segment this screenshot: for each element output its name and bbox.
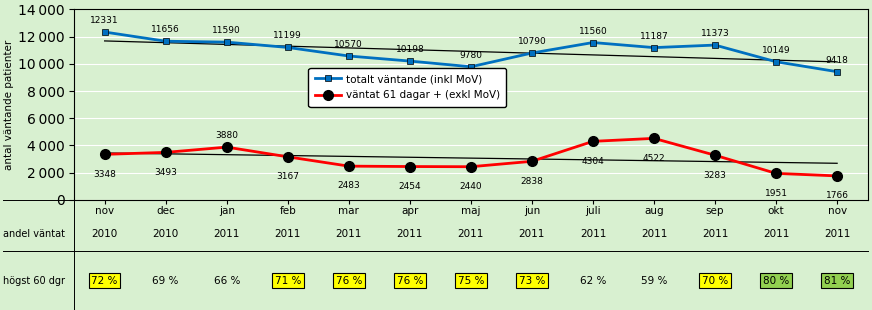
Text: 10149: 10149 xyxy=(762,46,790,55)
totalt väntande (inkl MoV) xyxy=(771,60,781,64)
totalt väntande (inkl MoV) xyxy=(527,51,537,55)
Text: 10198: 10198 xyxy=(396,45,424,54)
Text: 72 %: 72 % xyxy=(92,276,118,286)
Text: nov: nov xyxy=(828,206,847,216)
Text: 2483: 2483 xyxy=(337,181,360,190)
Text: 2838: 2838 xyxy=(521,177,543,186)
väntat 61 dagar + (exkl MoV) xyxy=(771,171,781,175)
Text: 2011: 2011 xyxy=(397,229,423,239)
Text: 2011: 2011 xyxy=(275,229,301,239)
Text: 11373: 11373 xyxy=(701,29,729,38)
Text: apr: apr xyxy=(401,206,419,216)
Text: högst 60 dgr: högst 60 dgr xyxy=(3,276,65,286)
Text: sep: sep xyxy=(705,206,725,216)
Text: 70 %: 70 % xyxy=(702,276,728,286)
Text: andel väntat: andel väntat xyxy=(3,229,65,239)
väntat 61 dagar + (exkl MoV) xyxy=(527,159,537,163)
Text: 2011: 2011 xyxy=(702,229,728,239)
Text: 2011: 2011 xyxy=(519,229,545,239)
Text: 11590: 11590 xyxy=(213,26,241,35)
Text: 75 %: 75 % xyxy=(458,276,484,286)
Text: 9780: 9780 xyxy=(460,51,482,60)
Text: 11187: 11187 xyxy=(640,32,668,41)
Text: okt: okt xyxy=(767,206,785,216)
väntat 61 dagar + (exkl MoV) xyxy=(588,140,598,143)
väntat 61 dagar + (exkl MoV) xyxy=(344,164,354,168)
totalt väntande (inkl MoV) xyxy=(405,59,415,63)
Text: 12331: 12331 xyxy=(91,16,119,25)
Legend: totalt väntande (inkl MoV), väntat 61 dagar + (exkl MoV): totalt väntande (inkl MoV), väntat 61 da… xyxy=(309,68,507,107)
Text: 4522: 4522 xyxy=(643,154,665,163)
Text: 59 %: 59 % xyxy=(641,276,667,286)
totalt väntande (inkl MoV) xyxy=(160,39,171,43)
Text: 4304: 4304 xyxy=(582,157,604,166)
Line: väntat 61 dagar + (exkl MoV): väntat 61 dagar + (exkl MoV) xyxy=(99,134,842,181)
Text: 76 %: 76 % xyxy=(336,276,362,286)
totalt väntande (inkl MoV) xyxy=(588,41,598,44)
Text: dec: dec xyxy=(156,206,175,216)
Text: 10570: 10570 xyxy=(335,40,363,49)
väntat 61 dagar + (exkl MoV) xyxy=(710,153,720,157)
Text: maj: maj xyxy=(461,206,480,216)
Text: 10790: 10790 xyxy=(518,37,546,46)
väntat 61 dagar + (exkl MoV) xyxy=(466,165,476,169)
totalt väntande (inkl MoV) xyxy=(466,65,476,69)
väntat 61 dagar + (exkl MoV) xyxy=(160,151,171,154)
väntat 61 dagar + (exkl MoV) xyxy=(221,145,232,149)
totalt väntande (inkl MoV) xyxy=(283,46,293,49)
Text: 11199: 11199 xyxy=(274,32,302,41)
Text: 11560: 11560 xyxy=(579,27,607,36)
Text: 2454: 2454 xyxy=(399,182,421,191)
väntat 61 dagar + (exkl MoV) xyxy=(649,136,659,140)
Text: 80 %: 80 % xyxy=(763,276,789,286)
Text: 2440: 2440 xyxy=(460,182,482,191)
Text: 76 %: 76 % xyxy=(397,276,423,286)
totalt väntande (inkl MoV) xyxy=(344,54,354,58)
Text: 69 %: 69 % xyxy=(153,276,179,286)
Text: 2011: 2011 xyxy=(214,229,240,239)
Text: 3283: 3283 xyxy=(704,170,726,179)
Text: aug: aug xyxy=(644,206,664,216)
Text: 9418: 9418 xyxy=(826,56,848,65)
Text: 2011: 2011 xyxy=(763,229,789,239)
Text: mar: mar xyxy=(338,206,359,216)
Text: juli: juli xyxy=(585,206,601,216)
Text: 62 %: 62 % xyxy=(580,276,606,286)
Text: 73 %: 73 % xyxy=(519,276,545,286)
Text: 81 %: 81 % xyxy=(824,276,850,286)
Text: 2010: 2010 xyxy=(92,229,118,239)
väntat 61 dagar + (exkl MoV) xyxy=(405,165,415,168)
Text: 2011: 2011 xyxy=(580,229,606,239)
Line: totalt väntande (inkl MoV): totalt väntande (inkl MoV) xyxy=(101,29,841,75)
totalt väntande (inkl MoV) xyxy=(710,43,720,47)
totalt väntande (inkl MoV) xyxy=(99,30,110,34)
Y-axis label: antal väntande patienter: antal väntande patienter xyxy=(3,39,14,170)
Text: 2011: 2011 xyxy=(458,229,484,239)
Text: jan: jan xyxy=(219,206,235,216)
totalt väntande (inkl MoV) xyxy=(221,40,232,44)
Text: 1951: 1951 xyxy=(765,189,787,198)
Text: 3493: 3493 xyxy=(154,168,177,177)
Text: jun: jun xyxy=(524,206,540,216)
väntat 61 dagar + (exkl MoV) xyxy=(832,174,842,178)
Text: 2011: 2011 xyxy=(336,229,362,239)
väntat 61 dagar + (exkl MoV) xyxy=(283,155,293,159)
Text: 2010: 2010 xyxy=(153,229,179,239)
Text: 2011: 2011 xyxy=(824,229,850,239)
Text: 11656: 11656 xyxy=(152,25,180,34)
totalt väntande (inkl MoV) xyxy=(832,70,842,73)
Text: 1766: 1766 xyxy=(826,191,848,200)
Text: 3167: 3167 xyxy=(276,172,299,181)
Text: nov: nov xyxy=(95,206,114,216)
väntat 61 dagar + (exkl MoV) xyxy=(99,153,110,156)
Text: 66 %: 66 % xyxy=(214,276,240,286)
Text: feb: feb xyxy=(279,206,296,216)
Text: 2011: 2011 xyxy=(641,229,667,239)
Text: 71 %: 71 % xyxy=(275,276,301,286)
Text: 3880: 3880 xyxy=(215,131,238,140)
Text: 3348: 3348 xyxy=(93,170,116,179)
totalt väntande (inkl MoV) xyxy=(649,46,659,50)
